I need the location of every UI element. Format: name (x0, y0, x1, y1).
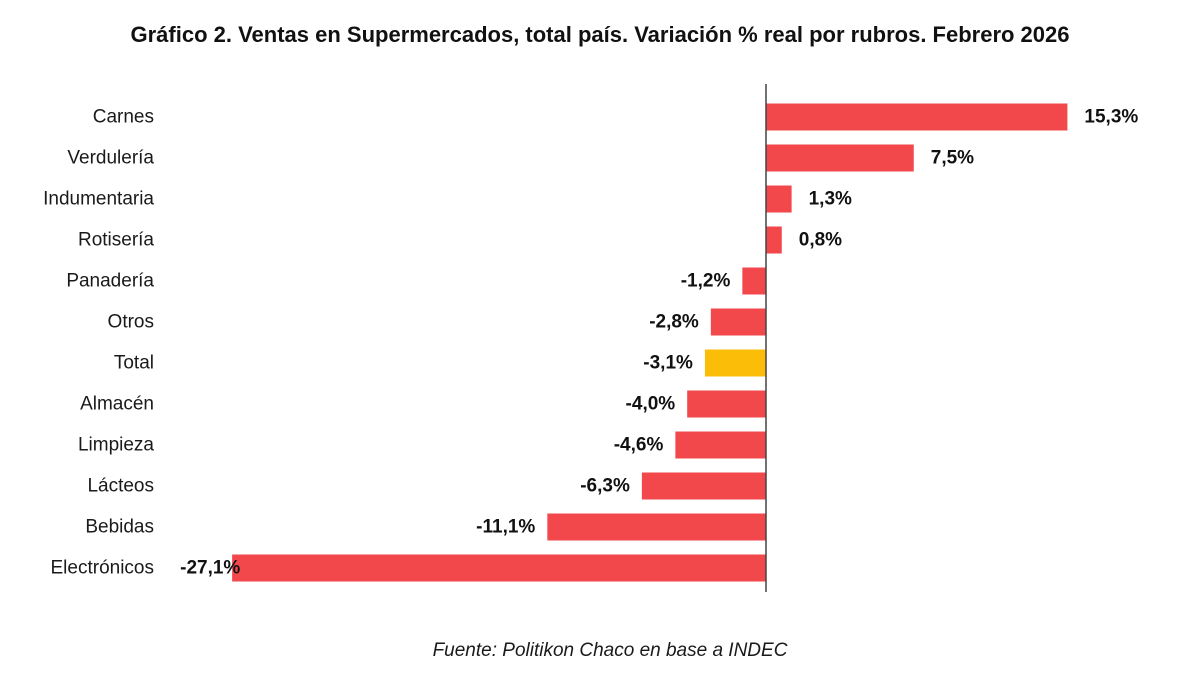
bars-layer (232, 103, 1068, 582)
bar-bebidas (547, 513, 766, 541)
data-label-carnes: 15,3% (1084, 107, 1138, 128)
data-label-bebidas: -11,1% (476, 517, 535, 538)
category-label-panaderia: Panadería (66, 271, 154, 292)
category-label-rotiseria: Rotisería (78, 230, 154, 251)
category-label-almacen: Almacén (80, 394, 154, 415)
data-label-almacen: -4,0% (626, 394, 676, 415)
data-label-limpieza: -4,6% (614, 435, 664, 456)
chart-title: Gráfico 2. Ventas en Supermercados, tota… (130, 22, 1070, 47)
category-label-total: Total (114, 353, 154, 374)
data-label-panaderia: -1,2% (681, 271, 731, 292)
data-label-lacteos: -6,3% (580, 476, 630, 497)
data-label-total: -3,1% (643, 353, 693, 374)
category-label-limpieza: Limpieza (78, 435, 154, 456)
bar-carnes (766, 103, 1068, 131)
bar-limpieza (675, 431, 766, 459)
category-label-carnes: Carnes (93, 107, 154, 128)
data-label-otros: -2,8% (649, 312, 699, 333)
bar-almacen (687, 390, 766, 418)
bar-panaderia (742, 267, 766, 295)
bar-verduleria (766, 144, 914, 172)
bar-otros (710, 308, 766, 336)
labels-layer: Carnes 15,3% Verdulería 7,5% Indumentaria 1,3… (43, 107, 1138, 579)
data-label-indumentaria: 1,3% (809, 189, 852, 210)
category-label-otros: Otros (108, 312, 154, 333)
bar-indumentaria (766, 185, 792, 213)
bar-total (704, 349, 766, 377)
bar-lacteos (641, 472, 766, 500)
category-label-indumentaria: Indumentaria (43, 189, 154, 210)
source-note: Fuente: Politikon Chaco en base a INDEC (432, 640, 788, 661)
category-label-bebidas: Bebidas (85, 517, 154, 538)
bar-rotiseria (766, 226, 782, 254)
data-label-rotiseria: 0,8% (799, 230, 842, 251)
data-label-electronicos: -27,1% (180, 558, 240, 579)
category-label-verduleria: Verdulería (67, 148, 154, 169)
category-label-electronicos: Electrónicos (51, 558, 155, 579)
category-label-lacteos: Lácteos (87, 476, 154, 497)
bar-electronicos (232, 554, 766, 582)
data-label-verduleria: 7,5% (931, 148, 974, 169)
